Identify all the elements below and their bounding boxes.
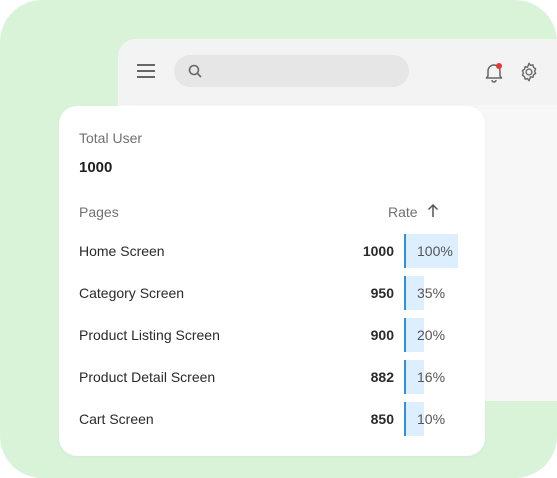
rate-bar <box>404 234 458 268</box>
row-rate-value: 100% <box>417 243 453 259</box>
row-rate-value: 20% <box>417 327 446 343</box>
table-row[interactable]: Cart Screen 850 10% <box>59 402 485 436</box>
search-input[interactable] <box>210 55 404 89</box>
bell-icon[interactable] <box>484 61 504 83</box>
row-user-count: 950 <box>370 285 394 301</box>
row-page-name: Cart Screen <box>79 411 154 427</box>
table-row[interactable]: Category Screen 950 35% <box>59 276 485 310</box>
rate-bar <box>404 276 424 310</box>
table-row[interactable]: Home Screen 1000 100% <box>59 234 485 268</box>
table-row[interactable]: Product Listing Screen 900 20% <box>59 318 485 352</box>
column-header-pages: Pages <box>79 204 119 220</box>
row-user-count: 900 <box>370 327 394 343</box>
row-rate-value: 10% <box>417 411 446 427</box>
rate-bar <box>404 360 424 394</box>
row-page-name: Home Screen <box>79 243 165 259</box>
column-header-rate[interactable]: Rate <box>388 204 418 220</box>
search-icon <box>188 64 202 78</box>
row-user-count: 1000 <box>362 243 394 259</box>
row-rate-value: 16% <box>417 369 446 385</box>
gear-icon[interactable] <box>518 61 540 83</box>
search-bar[interactable] <box>174 55 409 89</box>
row-user-count: 850 <box>370 411 394 427</box>
total-user-label: Total User <box>79 130 143 146</box>
notification-dot <box>496 63 502 69</box>
row-page-name: Category Screen <box>79 285 185 301</box>
menu-icon[interactable] <box>137 63 157 79</box>
table-row[interactable]: Product Detail Screen 882 16% <box>59 360 485 394</box>
row-page-name: Product Detail Screen <box>79 369 216 385</box>
rate-bar <box>404 318 424 352</box>
row-page-name: Product Listing Screen <box>79 327 220 343</box>
arrow-up-icon[interactable] <box>426 203 440 219</box>
row-rate-value: 35% <box>417 285 446 301</box>
total-user-value: 1000 <box>79 159 113 176</box>
top-bar <box>118 39 557 105</box>
row-user-count: 882 <box>370 369 394 385</box>
funnel-card: Total User 1000 Pages Rate Home Screen 10… <box>59 106 485 456</box>
rate-bar <box>404 402 424 436</box>
